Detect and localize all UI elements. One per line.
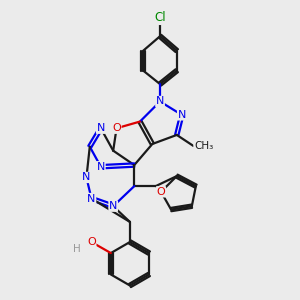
Text: N: N <box>97 162 105 172</box>
Text: Cl: Cl <box>154 11 166 24</box>
Text: O: O <box>157 187 165 197</box>
Text: O: O <box>87 237 96 247</box>
Text: N: N <box>109 201 117 211</box>
Text: N: N <box>87 194 96 203</box>
Text: N: N <box>156 97 164 106</box>
Text: N: N <box>82 172 91 182</box>
Text: N: N <box>97 123 105 133</box>
Text: H: H <box>73 244 80 254</box>
Text: O: O <box>112 123 121 133</box>
Text: N: N <box>178 110 186 120</box>
Text: CH₃: CH₃ <box>194 141 213 151</box>
